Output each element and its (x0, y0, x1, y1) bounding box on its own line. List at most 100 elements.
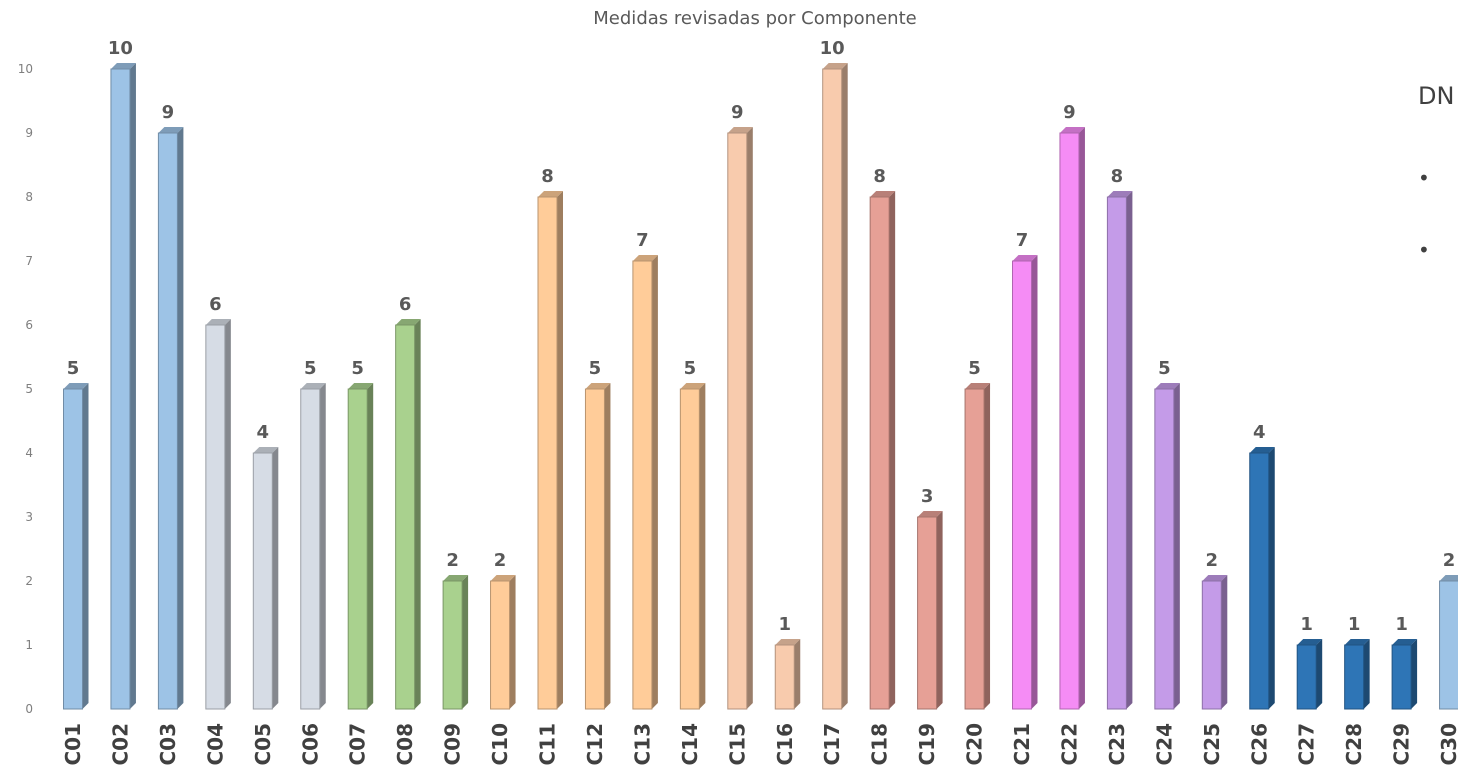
bar (347, 388, 368, 710)
bar-c21: 7 (1012, 230, 1038, 710)
data-label: 8 (873, 166, 886, 187)
y-axis: 0 1 2 3 4 5 6 7 8 9 10 (18, 62, 33, 716)
bar-c01: 5 (63, 358, 89, 710)
bar-c20: 5 (964, 358, 991, 710)
bar-top (538, 191, 563, 197)
bar-side (604, 383, 611, 709)
x-tick-label: C19 (915, 723, 939, 766)
bar (252, 452, 273, 710)
bar-c17: 10 (820, 38, 848, 710)
bar-c08: 6 (395, 294, 421, 710)
bar-top (1154, 383, 1180, 389)
bar-c04: 6 (205, 294, 231, 710)
bar-side (699, 383, 706, 709)
y-tick-label: 9 (25, 126, 33, 140)
y-tick-label: 2 (25, 574, 33, 588)
bar (205, 324, 226, 710)
x-tick-label: C03 (156, 723, 180, 766)
bar (774, 644, 795, 710)
x-tick-label: C18 (868, 723, 892, 766)
x-tick-label: C11 (536, 723, 560, 766)
data-label: 5 (351, 358, 364, 379)
bar (395, 324, 416, 710)
data-label: 6 (399, 294, 412, 315)
bar-c24: 5 (1154, 358, 1180, 710)
x-tick-label: C27 (1295, 723, 1319, 766)
data-label: 9 (731, 102, 744, 123)
bar-top (1392, 639, 1418, 645)
bar-side (936, 511, 943, 709)
bar (63, 388, 83, 710)
y-tick-label: 5 (25, 382, 33, 396)
x-tick-label: C05 (251, 723, 275, 766)
bar-top (348, 383, 374, 389)
bar-top (1107, 191, 1133, 197)
bar-side (462, 575, 469, 709)
bar (1344, 644, 1365, 710)
bar-top (822, 63, 848, 69)
bar-c26: 4 (1249, 422, 1275, 710)
bar-side (1268, 447, 1275, 709)
data-label: 1 (1395, 614, 1408, 635)
bar-side (1221, 575, 1228, 709)
bar-top (632, 255, 658, 261)
bar-top (158, 127, 184, 133)
bar-c14: 5 (679, 358, 706, 710)
bar-c09: 2 (442, 550, 469, 710)
x-tick-label: C26 (1247, 723, 1271, 766)
bar (1012, 260, 1032, 710)
bar (1106, 196, 1127, 710)
bar (1249, 452, 1270, 710)
x-tick-label: C08 (393, 723, 417, 766)
bar (442, 580, 463, 710)
bar (869, 196, 890, 710)
bar-top (300, 383, 326, 389)
bar-c18: 8 (869, 166, 896, 710)
bar-c25: 2 (1201, 550, 1228, 710)
bar-top (680, 383, 706, 389)
bar (490, 580, 511, 710)
data-label: 1 (1348, 614, 1361, 635)
bar-side (367, 383, 374, 709)
bar-top (870, 191, 896, 197)
bar-side (557, 191, 563, 709)
y-tick-label: 1 (25, 638, 33, 652)
data-label: 9 (162, 102, 175, 123)
x-tick-label: C12 (583, 723, 607, 766)
bar-top (395, 319, 421, 325)
bar-side (82, 383, 89, 709)
data-label: 5 (1158, 358, 1171, 379)
bar-side (984, 383, 991, 709)
bar-top (1202, 575, 1228, 581)
bar-c29: 1 (1391, 614, 1418, 710)
bar-side (794, 639, 801, 709)
bar-side (1363, 639, 1370, 709)
x-tick-label: C15 (725, 723, 749, 766)
data-label: 2 (1206, 550, 1219, 571)
bar-top (585, 383, 611, 389)
bar-top (490, 575, 516, 581)
data-label: 10 (820, 38, 845, 59)
bar-c05: 4 (252, 422, 279, 710)
data-label: 8 (1111, 166, 1124, 187)
side-panel-bullet: • (1418, 166, 1430, 190)
x-axis: C01 C02 C03 C04 C05 C06 C07 C08 C09 C10 C11 C12 C13 C… (61, 723, 1458, 766)
data-label: 7 (636, 230, 649, 251)
x-tick-label: C09 (441, 723, 465, 766)
x-tick-label: C23 (1105, 723, 1129, 766)
bar (157, 132, 178, 710)
y-tick-label: 10 (18, 62, 33, 76)
bar (964, 388, 985, 710)
bar-c06: 5 (300, 358, 326, 710)
bar-side (651, 255, 658, 709)
bar-c12: 5 (584, 358, 611, 710)
data-label: 5 (304, 358, 317, 379)
side-panel: DN • • (1418, 82, 1458, 342)
bar-side (509, 575, 516, 709)
y-tick-label: 0 (25, 702, 33, 716)
bar-c15: 9 (727, 102, 753, 710)
bar-side (1411, 639, 1418, 709)
bar-top (110, 63, 136, 69)
bar-c27: 1 (1296, 614, 1323, 710)
